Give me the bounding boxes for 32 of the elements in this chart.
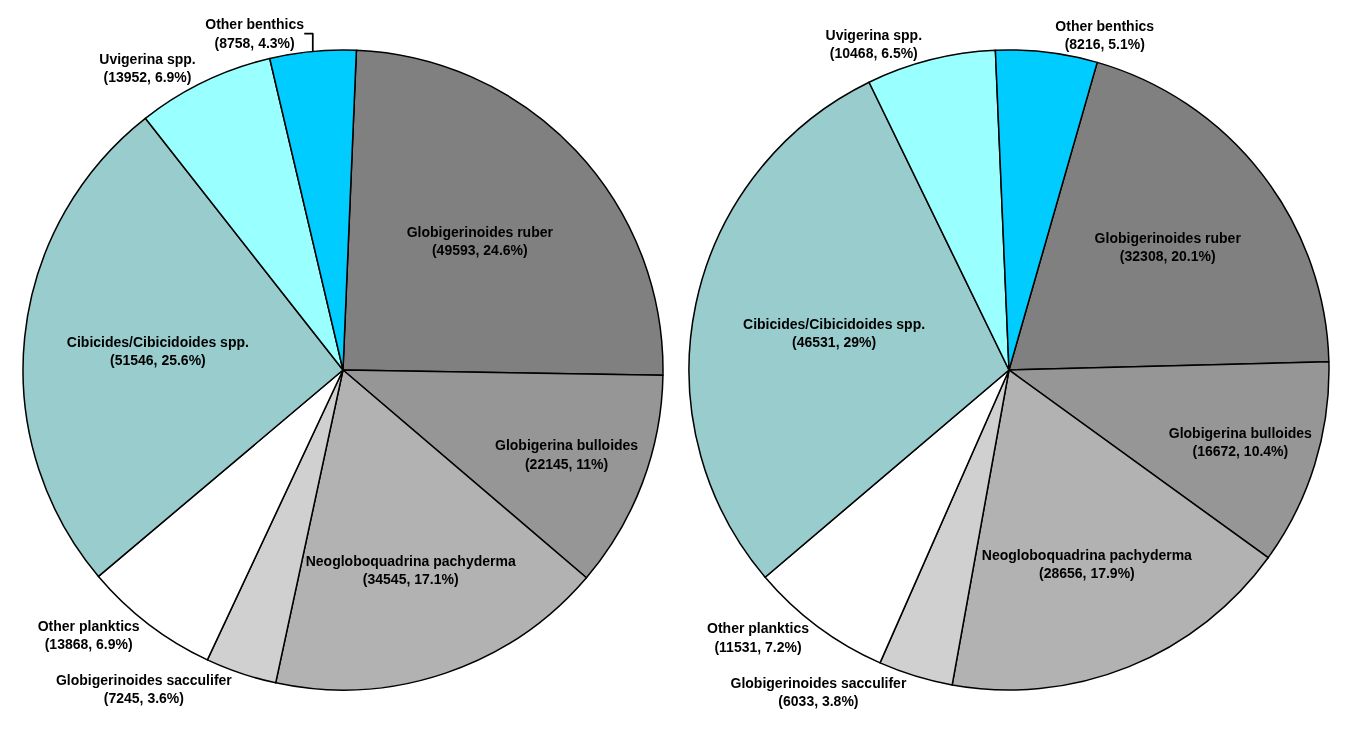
data-label: (34545, 17.1%) — [362, 571, 459, 588]
slice-label: Globigerinoides ruber — [406, 223, 554, 240]
slice-label: Other benthics — [1055, 18, 1155, 35]
data-label: (13868, 6.9%) — [44, 635, 133, 652]
slice-label: Uvigerina spp. — [825, 26, 923, 43]
slice-label: Globigerinoides sacculifer — [55, 671, 233, 688]
data-label: (51546, 25.6%) — [110, 352, 206, 369]
slice-label: Neogloboquadrina pachyderma — [305, 553, 516, 570]
slice-label: Other benthics — [205, 16, 305, 33]
data-label: (8216, 5.1%) — [1064, 36, 1145, 53]
slice-label: Uvigerina spp. — [99, 50, 196, 67]
data-label: (6033, 3.8%) — [778, 692, 859, 709]
data-label: (10468, 6.5%) — [829, 44, 918, 61]
data-label: (49593, 24.6%) — [431, 241, 528, 258]
slice-label: Cibicides/Cibicidoides spp. — [743, 316, 926, 333]
slice-label: Globigerina bulloides — [1168, 424, 1313, 441]
data-label: (13952, 6.9%) — [103, 68, 192, 85]
slice-label: Other planktics — [37, 617, 140, 634]
slice-label: Globigerinoides ruber — [1094, 229, 1242, 246]
slice-label: Other planktics — [707, 620, 810, 637]
data-label: (7245, 3.6%) — [103, 689, 184, 706]
data-label: (22145, 11%) — [524, 455, 609, 472]
data-label: (16672, 10.4%) — [1192, 442, 1289, 459]
data-label: (8758, 4.3%) — [214, 34, 295, 51]
slice-label: Neogloboquadrina pachyderma — [981, 546, 1193, 563]
data-label: (32308, 20.1%) — [1119, 248, 1216, 264]
slice-label: Globigerina bulloides — [495, 437, 639, 454]
data-label: (11531, 7.2%) — [714, 638, 802, 655]
slice-label: Cibicides/Cibicidoides spp. — [66, 333, 249, 350]
data-label: (46531, 29%) — [792, 334, 877, 351]
data-label: (28656, 17.9%) — [1039, 564, 1135, 581]
slice-label: Globigerinoides sacculifer — [730, 674, 907, 691]
